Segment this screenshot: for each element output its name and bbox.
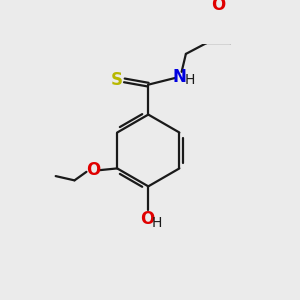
Text: O: O — [211, 0, 226, 14]
Text: O: O — [86, 161, 100, 179]
Text: H: H — [152, 216, 162, 230]
Text: S: S — [111, 71, 123, 89]
Text: O: O — [140, 210, 154, 228]
Text: H: H — [185, 74, 195, 87]
Text: N: N — [173, 68, 187, 86]
